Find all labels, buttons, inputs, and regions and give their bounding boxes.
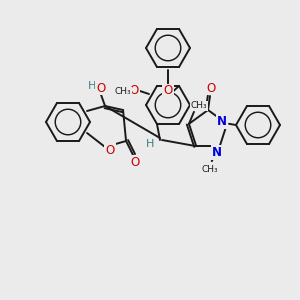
Text: N: N — [212, 146, 222, 159]
Text: H: H — [88, 81, 96, 91]
Text: H: H — [146, 139, 154, 149]
Text: O: O — [130, 155, 140, 169]
Text: CH₃: CH₃ — [201, 165, 218, 174]
Text: O: O — [105, 143, 115, 157]
Text: O: O — [96, 82, 106, 94]
Text: O: O — [206, 82, 216, 94]
Text: O: O — [129, 85, 139, 98]
Text: O: O — [164, 85, 172, 98]
Text: CH₃: CH₃ — [191, 101, 207, 110]
Text: CH₃: CH₃ — [115, 88, 131, 97]
Text: N: N — [217, 115, 227, 128]
